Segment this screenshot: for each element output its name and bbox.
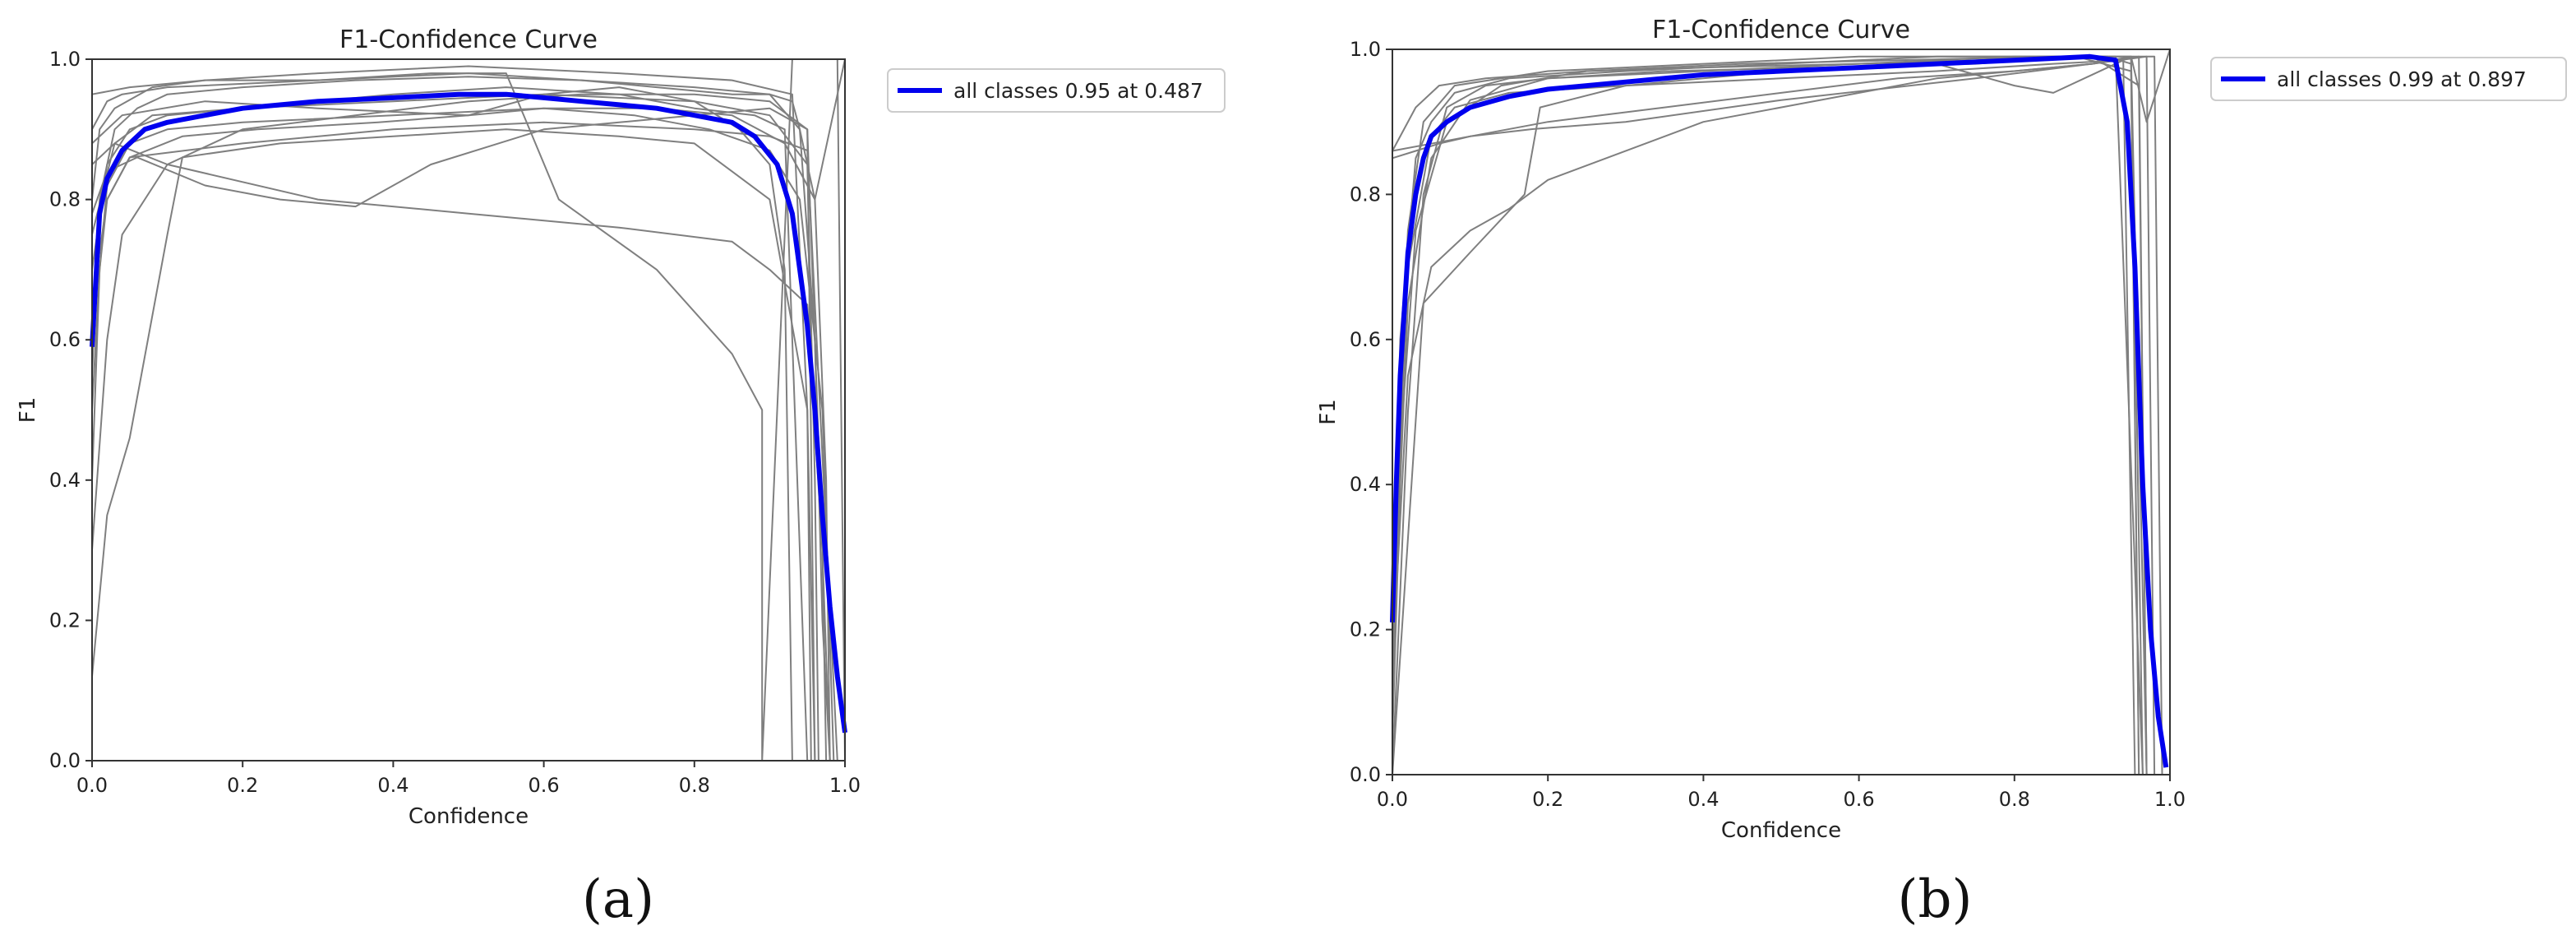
x-tick-label: 0.4 bbox=[1687, 788, 1719, 811]
legend-box bbox=[2210, 57, 2567, 101]
class-curve-line bbox=[91, 58, 846, 201]
class-curve-line bbox=[91, 76, 831, 762]
panel-label: (a) bbox=[582, 869, 654, 930]
x-axis-label: Confidence bbox=[1721, 818, 1841, 843]
class-curve-line bbox=[1392, 55, 2148, 775]
x-tick-label: 0.6 bbox=[529, 774, 560, 797]
class-curve-line bbox=[1392, 55, 2163, 775]
y-tick-label: 0.0 bbox=[1350, 763, 1381, 786]
x-tick-label: 1.0 bbox=[2154, 788, 2186, 811]
x-axis-label: Confidence bbox=[409, 804, 529, 829]
y-tick-label: 0.0 bbox=[49, 749, 81, 772]
class-curve-line bbox=[1392, 55, 2144, 775]
legend-label: all classes 0.95 at 0.487 bbox=[953, 79, 1203, 103]
class-curve-line bbox=[91, 86, 809, 762]
all-classes-line bbox=[90, 91, 847, 734]
x-tick-label: 0.6 bbox=[1844, 788, 1875, 811]
class-curve-line bbox=[91, 107, 835, 762]
class-curve-line bbox=[91, 107, 816, 762]
class-curve-line bbox=[1392, 49, 2171, 558]
chart-panel-a: 0.0 0.2 0.4 0.6 0.8 1.0 0.0 0.2 0.4 0.6 0.8 1.0 F1-C… bbox=[16, 25, 1226, 930]
x-tick-label: 0.0 bbox=[76, 774, 108, 797]
y-tick-label: 0.8 bbox=[1350, 183, 1381, 206]
x-tick-label: 0.8 bbox=[679, 774, 710, 797]
y-tick-label: 0.4 bbox=[49, 469, 81, 492]
panel-label: (b) bbox=[1898, 869, 1973, 930]
class-curve-line bbox=[91, 93, 828, 762]
class-curve-line bbox=[91, 58, 846, 762]
legend: all classes 0.95 at 0.487 bbox=[887, 68, 1226, 113]
x-tick-label: 0.2 bbox=[1532, 788, 1563, 811]
y-axis-label: F1 bbox=[1316, 399, 1341, 425]
y-tick-label: 0.6 bbox=[1350, 328, 1381, 351]
class-curve-line bbox=[91, 128, 816, 762]
all-classes-line bbox=[1390, 53, 2169, 768]
x-tick-label: 1.0 bbox=[829, 774, 861, 797]
chart-title: F1-Confidence Curve bbox=[339, 25, 598, 54]
plot-frame bbox=[1392, 49, 2171, 775]
class-curve-line bbox=[1392, 55, 2156, 775]
chart-panel-b: 0.0 0.2 0.4 0.6 0.8 1.0 0.0 0.2 0.4 0.6 0.8 1.0 F1-C… bbox=[1316, 16, 2567, 930]
class-curve-line bbox=[1392, 55, 2140, 775]
plot-frame bbox=[91, 58, 846, 762]
chart-title: F1-Confidence Curve bbox=[1652, 16, 1910, 44]
class-curve-line bbox=[91, 142, 831, 762]
class-curve-line bbox=[91, 121, 838, 762]
class-curve-line bbox=[1392, 59, 2136, 775]
y-tick-label: 0.2 bbox=[49, 609, 81, 632]
x-tick-label: 0.0 bbox=[1377, 788, 1408, 811]
legend-box bbox=[887, 68, 1226, 113]
y-tick-label: 0.6 bbox=[49, 328, 81, 351]
x-tick-label: 0.4 bbox=[377, 774, 409, 797]
y-axis-label: F1 bbox=[16, 397, 40, 424]
class-curve-line bbox=[91, 65, 812, 762]
x-tick-label: 0.2 bbox=[227, 774, 258, 797]
class-curve-line bbox=[91, 107, 831, 762]
class-curve-line bbox=[1392, 55, 2148, 775]
legend-label: all classes 0.99 at 0.897 bbox=[2277, 67, 2527, 91]
class-curve-line bbox=[1392, 55, 2144, 775]
x-tick-label: 0.8 bbox=[1999, 788, 2030, 811]
class-curve-line bbox=[91, 86, 793, 762]
y-tick-label: 1.0 bbox=[49, 48, 81, 71]
y-tick-label: 0.2 bbox=[1350, 618, 1381, 641]
class-curve-line bbox=[1392, 55, 2148, 775]
y-tick-label: 1.0 bbox=[1350, 38, 1381, 61]
class-curve-line bbox=[91, 93, 819, 762]
class-curve-line bbox=[1392, 55, 2140, 775]
y-tick-label: 0.4 bbox=[1350, 473, 1381, 496]
legend: all classes 0.99 at 0.897 bbox=[2210, 57, 2567, 101]
y-tick-label: 0.8 bbox=[49, 188, 81, 211]
